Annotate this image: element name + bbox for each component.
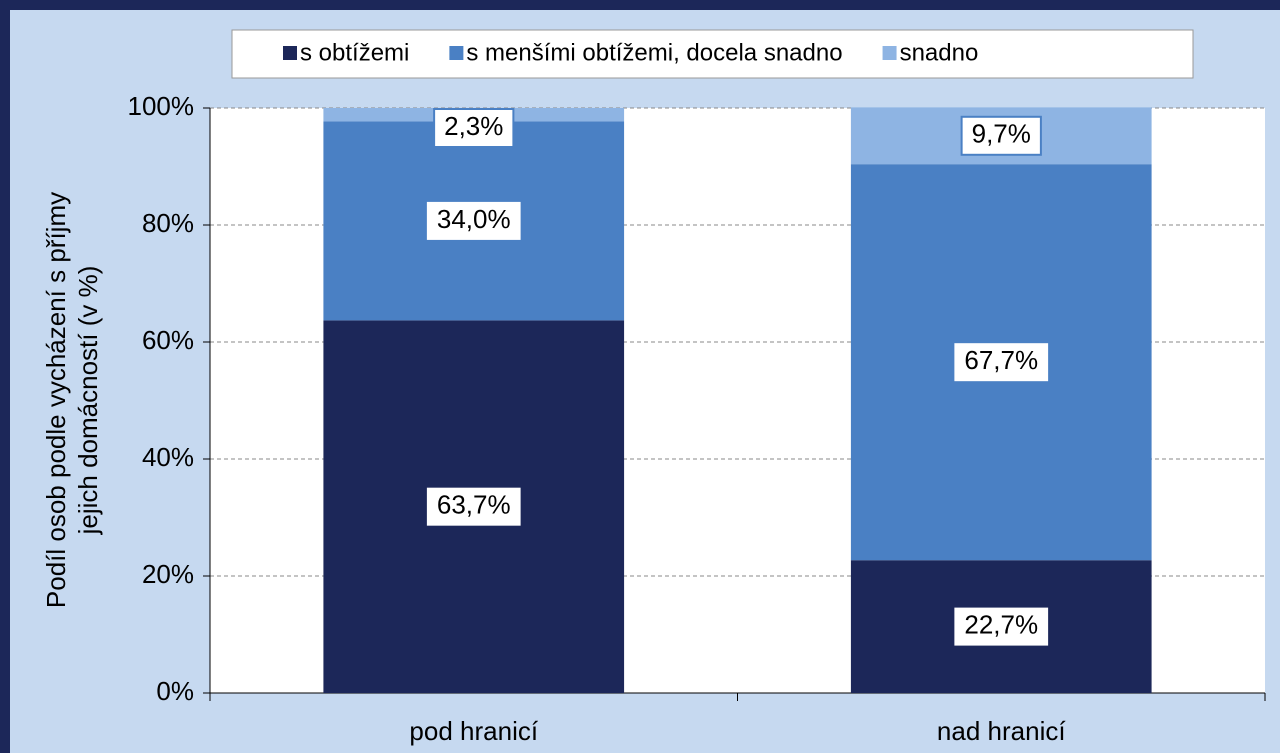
y-tick-label: 0% <box>156 676 194 706</box>
data-label-box <box>433 108 515 148</box>
data-label: 67,7% <box>964 345 1038 375</box>
y-tick-label: 40% <box>142 442 194 472</box>
y-tick-label: 100% <box>128 91 195 121</box>
data-label: 9,7% <box>972 119 1031 149</box>
legend-label: s obtížemi <box>300 39 409 66</box>
y-tick-label: 20% <box>142 559 194 589</box>
y-axis-label: Podíl osob podle vycházení s příjmy <box>41 192 71 608</box>
legend-swatch <box>449 46 464 60</box>
legend-label: snadno <box>900 39 979 66</box>
data-label-box <box>960 115 1042 156</box>
legend-swatch <box>882 46 897 60</box>
data-label-box <box>954 607 1049 646</box>
data-label: 63,7% <box>437 490 511 520</box>
y-tick-label: 60% <box>142 325 194 355</box>
legend-box <box>231 29 1194 79</box>
data-label: 22,7% <box>964 609 1038 639</box>
y-tick-label: 80% <box>142 208 194 238</box>
data-label-box <box>426 487 521 526</box>
data-label: 34,0% <box>437 204 511 234</box>
data-label-box <box>954 343 1049 382</box>
y-axis-label: jejich domácností (v %) <box>73 266 103 536</box>
legend-swatch <box>283 46 297 60</box>
legend-label: s menšími obtížemi, docela snadno <box>466 39 842 66</box>
x-tick-label: nad hranicí <box>937 716 1066 746</box>
data-label-box <box>426 201 521 240</box>
data-label: 2,3% <box>444 111 503 141</box>
x-tick-label: pod hranicí <box>409 716 538 746</box>
